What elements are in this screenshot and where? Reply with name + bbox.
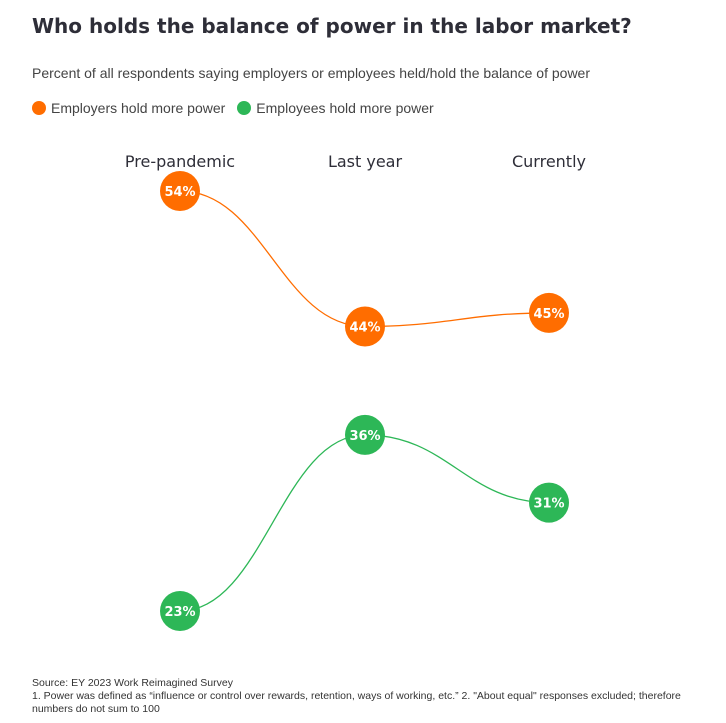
legend-dot-employees [237,101,252,115]
legend-label-employers: Employers hold more power [51,100,226,116]
legend-label-employees: Employees hold more power [256,100,434,116]
data-point-employers-0 [160,171,200,211]
data-label-employees-0: 23% [164,605,195,620]
chart-title: Who holds the balance of power in the la… [32,14,632,38]
legend-item-employers: Employers hold more power [32,100,225,116]
data-point-employees-1 [345,414,385,455]
legend-dot-employers [32,101,46,115]
data-label-employees-2: 31% [533,497,564,512]
data-label-employers-2: 45% [533,307,564,322]
chart-subtitle: Percent of all respondents saying employ… [32,65,590,81]
data-point-employers-2 [529,292,569,333]
category-label-pre-pandemic: Pre-pandemic [125,152,235,171]
source-note: Source: EY 2023 Work Reimagined Survey [32,677,233,689]
footnote: 1. Power was defined as “influence or co… [32,690,681,715]
data-label-employers-1: 44% [349,320,380,335]
legend: Employers hold more power Employees hold… [32,98,446,118]
series-line-employees [179,434,550,612]
category-label-last-year: Last year [328,152,403,171]
series-line-employers [179,190,550,328]
data-point-employees-2 [529,482,569,523]
data-point-employers-1 [345,306,385,347]
data-point-employees-0 [160,591,200,631]
footer: Source: EY 2023 Work Reimagined Survey 1… [32,677,702,716]
data-label-employers-0: 54% [164,185,195,200]
category-label-currently: Currently [512,152,586,171]
data-label-employees-1: 36% [349,429,380,444]
legend-item-employees: Employees hold more power [237,100,434,116]
